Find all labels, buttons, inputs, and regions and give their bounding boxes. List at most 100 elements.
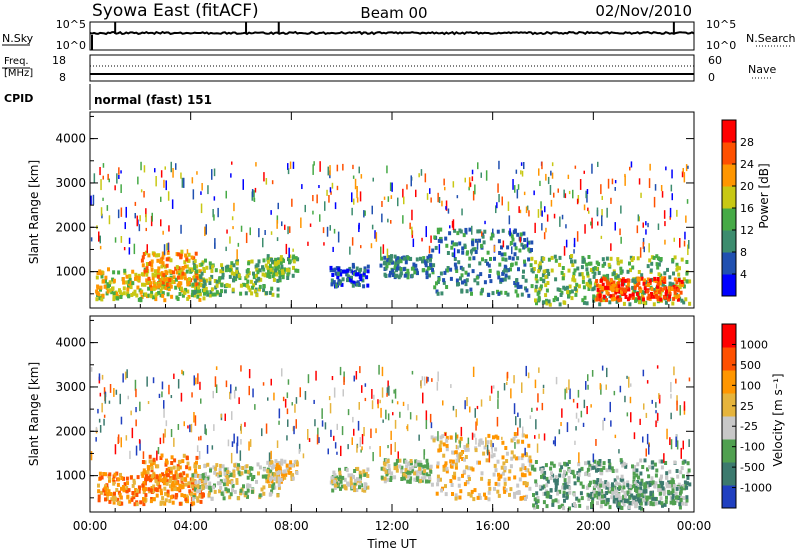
velocity-echo-cell: [270, 465, 274, 470]
velocity-scatter-cell: [220, 414, 222, 418]
power-echo-cell: [615, 288, 619, 292]
power-echo-cell: [231, 287, 235, 292]
velocity-scatter-cell: [437, 371, 439, 382]
power-echo-cell: [659, 287, 663, 292]
velocity-echo-cell: [593, 465, 597, 470]
power-echo-cell: [147, 286, 151, 291]
power-echo-cell: [143, 282, 147, 287]
power-echo-cell: [152, 295, 155, 300]
velocity-echo-cell: [244, 491, 248, 496]
power-echo-cell: [258, 287, 261, 292]
power-echo-cell: [112, 291, 116, 296]
velocity-echo-cell: [546, 494, 550, 499]
velocity-echo-cell: [362, 469, 366, 474]
power-echo-cell: [468, 256, 472, 261]
velocity-echo-cell: [533, 505, 536, 510]
velocity-echo-cell: [215, 472, 219, 477]
power-scatter-cell: [326, 189, 328, 196]
velocity-echo-cell: [679, 489, 683, 494]
velocity-scatter-cell: [517, 427, 519, 436]
power-scatter-cell: [313, 161, 315, 166]
power-scatter-cell: [139, 215, 141, 222]
velocity-echo-cell: [216, 481, 220, 486]
velocity-echo-cell: [563, 469, 566, 474]
velocity-echo-cell: [604, 480, 608, 485]
power-echo-cell: [283, 267, 287, 272]
power-echo-cell: [261, 265, 265, 270]
power-scatter-cell: [356, 189, 358, 199]
time-tick-label: 12:00: [375, 519, 410, 533]
power-echo-cell: [684, 297, 688, 302]
velocity-echo-cell: [620, 506, 624, 510]
velocity-echo-cell: [364, 482, 368, 487]
power-echo-cell: [489, 236, 493, 241]
power-echo-cell: [389, 255, 393, 260]
velocity-scatter-cell: [497, 390, 499, 399]
power-scatter-cell: [333, 228, 336, 234]
velocity-echo-cell: [262, 485, 266, 490]
velocity-scatter-cell: [357, 420, 360, 431]
power-echo-cell: [135, 293, 139, 298]
power-echo-cell: [567, 293, 571, 298]
velocity-scatter-cell: [99, 392, 102, 397]
velocity-echo-cell: [521, 473, 525, 478]
velocity-scatter-cell: [364, 397, 367, 402]
power-echo-cell: [462, 233, 466, 238]
velocity-echo-cell: [255, 479, 258, 484]
power-echo-cell: [394, 261, 398, 266]
power-echo-cell: [363, 266, 367, 271]
power-echo-cell: [550, 255, 554, 260]
power-echo-cell: [425, 271, 429, 275]
velocity-scatter-cell: [304, 391, 307, 400]
power-echo-cell: [505, 268, 509, 273]
velocity-echo-cell: [136, 475, 140, 480]
power-echo-cell: [608, 300, 612, 305]
velocity-scatter-cell: [595, 439, 597, 446]
power-scatter-cell: [352, 175, 355, 179]
power-scatter-cell: [351, 207, 353, 216]
velocity-scatter-cell: [230, 452, 233, 464]
power-scatter-cell: [175, 163, 177, 170]
power-scatter-cell: [354, 178, 357, 190]
power-echo-cell: [258, 284, 262, 289]
velocity-echo-cell: [608, 467, 612, 472]
power-echo-cell: [180, 286, 183, 291]
power-scatter-cell: [349, 246, 351, 255]
noise-trace: [89, 22, 695, 50]
power-scatter-cell: [364, 210, 366, 216]
velocity-scatter-cell: [655, 402, 657, 408]
velocity-echo-cell: [178, 473, 182, 478]
power-scatter-cell: [525, 206, 528, 214]
power-scatter-cell: [415, 189, 417, 198]
velocity-echo-cell: [393, 466, 397, 471]
power-echo-cell: [235, 274, 239, 279]
velocity-echo-cell: [356, 466, 360, 471]
power-echo-cell: [433, 285, 437, 290]
power-echo-cell: [682, 300, 686, 305]
velocity-echo-cell: [657, 484, 661, 489]
power-echo-cell: [544, 275, 548, 279]
power-scatter-cell: [484, 220, 486, 225]
power-echo-cell: [391, 273, 395, 277]
power-echo-cell: [278, 275, 282, 280]
velocity-scatter-cell: [355, 371, 358, 380]
power-echo-cell: [166, 280, 170, 285]
power-echo-cell: [662, 278, 666, 283]
velocity-echo-cell: [516, 439, 520, 444]
velocity-scatter-cell: [369, 446, 371, 450]
velocity-scatter-cell: [387, 445, 389, 449]
power-echo-cell: [504, 265, 508, 270]
velocity-echo-cell: [492, 435, 495, 440]
power-echo-cell: [510, 234, 514, 239]
velocity-echo-cell: [149, 474, 153, 479]
power-scatter-cell: [485, 170, 488, 181]
power-echo-cell: [117, 270, 121, 275]
velocity-echo-cell: [232, 469, 236, 474]
power-echo-cell: [664, 292, 668, 297]
power-echo-cell: [445, 285, 449, 289]
velocity-echo-cell: [209, 468, 212, 473]
velocity-echo-cell: [277, 483, 281, 488]
power-echo-cell: [145, 262, 149, 266]
power-echo-cell: [191, 267, 194, 272]
velocity-scatter-cell: [386, 392, 388, 397]
